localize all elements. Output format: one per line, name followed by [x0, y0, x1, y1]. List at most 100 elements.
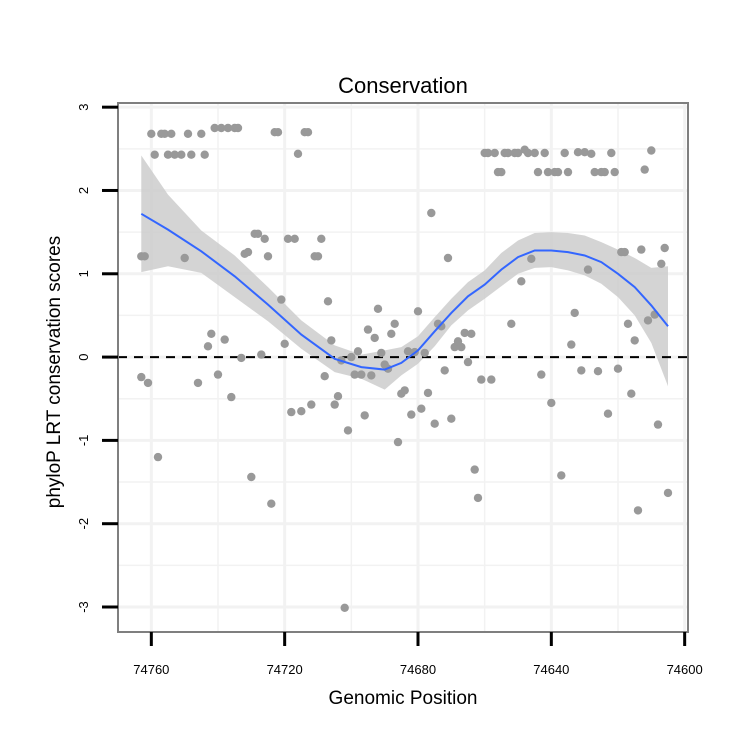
data-point: [303, 128, 313, 137]
data-point: [533, 167, 543, 177]
data-point: [293, 149, 303, 158]
data-point: [217, 123, 226, 133]
data-point: [177, 150, 186, 159]
data-point: [613, 364, 623, 373]
data-point: [417, 404, 426, 413]
data-point: [393, 437, 403, 447]
data-point: [560, 148, 569, 158]
data-point: [290, 234, 299, 243]
data-point: [197, 129, 206, 138]
data-point: [357, 370, 366, 379]
data-point: [193, 378, 203, 388]
data-point: [437, 322, 446, 331]
data-point: [370, 333, 379, 343]
data-point: [227, 392, 236, 402]
data-point: [203, 342, 213, 351]
data-point: [487, 375, 496, 384]
data-point: [443, 253, 453, 263]
data-point: [350, 370, 359, 379]
data-point: [577, 366, 586, 375]
data-point: [387, 329, 396, 338]
data-point: [440, 366, 449, 375]
data-point: [253, 229, 263, 238]
data-point: [207, 329, 216, 338]
data-point: [663, 488, 673, 498]
x-tick-label: 74720: [267, 662, 303, 677]
data-point: [517, 277, 526, 286]
smooth-line-layer: [140, 212, 669, 371]
data-point: [603, 409, 613, 418]
data-point: [460, 328, 469, 338]
data-point: [553, 167, 563, 177]
data-point: [563, 167, 573, 177]
data-point: [637, 245, 646, 254]
data-point: [630, 336, 639, 345]
data-point: [623, 319, 633, 328]
data-point: [347, 352, 356, 362]
data-point: [267, 499, 276, 508]
data-point: [333, 392, 343, 401]
data-point: [513, 148, 523, 158]
data-point: [530, 148, 539, 158]
data-point: [573, 148, 583, 157]
confidence-ribbon: [141, 155, 669, 390]
data-point: [523, 148, 533, 158]
data-point: [647, 146, 656, 155]
data-point: [423, 388, 433, 398]
data-point: [620, 247, 629, 257]
data-point: [213, 370, 223, 379]
data-point: [657, 259, 666, 268]
data-point: [323, 297, 333, 306]
confidence-ribbon-layer: [141, 155, 669, 390]
data-point: [540, 148, 549, 158]
data-point: [467, 329, 476, 338]
data-point: [390, 319, 399, 328]
data-point: [317, 234, 326, 243]
x-tick-label: 74680: [400, 662, 436, 677]
data-point: [210, 123, 219, 133]
data-point: [570, 308, 579, 318]
x-tick-label: 74760: [133, 662, 169, 677]
data-point: [313, 252, 323, 261]
data-point: [470, 465, 479, 474]
y-tick-label: -3: [76, 601, 91, 613]
data-point: [447, 414, 456, 423]
data-point: [373, 304, 383, 313]
data-point: [457, 342, 466, 352]
data-point: [593, 367, 603, 376]
data-point: [363, 325, 373, 334]
y-axis-title: phyloP LRT conservation scores: [44, 236, 65, 509]
data-point: [473, 493, 483, 503]
data-point: [413, 307, 423, 316]
data-point: [547, 398, 556, 408]
data-point: [153, 452, 163, 462]
data-point: [507, 319, 516, 328]
data-point: [567, 340, 576, 349]
data-point: [627, 389, 636, 398]
data-point: [277, 295, 286, 304]
data-point: [150, 150, 159, 159]
data-point: [477, 375, 486, 384]
data-point: [233, 123, 243, 133]
y-tick-label: 2: [76, 187, 91, 194]
data-point: [587, 149, 596, 158]
data-point: [353, 347, 363, 356]
data-point: [327, 336, 336, 345]
data-point: [427, 208, 436, 218]
data-point: [483, 148, 493, 158]
data-point: [367, 371, 376, 380]
data-point: [200, 150, 209, 159]
data-point: [167, 129, 176, 138]
data-point: [237, 353, 246, 363]
data-point: [377, 348, 386, 358]
x-axis-title: Genomic Position: [329, 688, 478, 709]
data-point: [340, 603, 349, 612]
panel-border: [117, 102, 689, 633]
data-point: [537, 370, 546, 379]
data-point: [220, 335, 229, 344]
data-point: [580, 148, 589, 157]
x-tick-label: 74600: [667, 662, 703, 677]
data-point: [243, 247, 253, 257]
y-tick-label: 3: [76, 104, 91, 111]
